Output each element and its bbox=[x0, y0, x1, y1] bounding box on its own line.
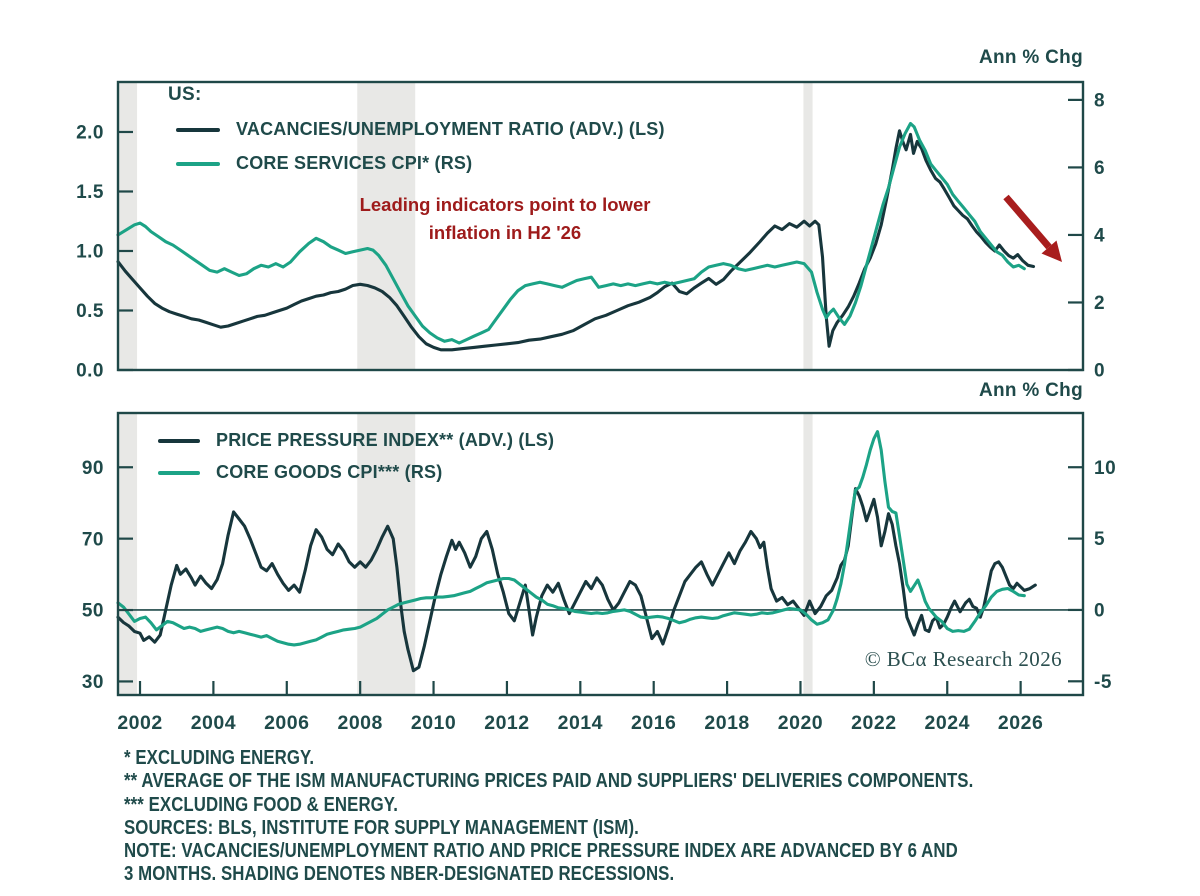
legend-label-price-pressure-index: PRICE PRESSURE INDEX** (ADV.) (LS) bbox=[216, 430, 555, 450]
left-axis-tick-label: 30 bbox=[82, 672, 104, 693]
left-axis-tick-label: 70 bbox=[82, 529, 104, 550]
legend-item-core-goods-cpi: CORE GOODS CPI*** (RS) bbox=[158, 462, 554, 483]
annotation-text: Leading indicators point to lower inflat… bbox=[295, 191, 715, 246]
x-axis-year-label: 2006 bbox=[264, 712, 309, 734]
x-axis-year-label: 2016 bbox=[631, 712, 676, 734]
x-axis-year-label: 2012 bbox=[484, 712, 529, 734]
right-axis-tick-label: 8 bbox=[1094, 91, 1105, 112]
x-axis-year-label: 2018 bbox=[704, 712, 749, 734]
x-axis-year-label: 2002 bbox=[117, 712, 162, 734]
footnote-5: NOTE: VACANCIES/UNEMPLOYMENT RATIO AND P… bbox=[124, 840, 958, 863]
copyright: © BCα Research 2026 bbox=[864, 647, 1062, 671]
legend-line-navy-swatch-bottom bbox=[158, 438, 200, 443]
x-axis-year-label: 2004 bbox=[191, 712, 236, 734]
right-axis-tick-label: 2 bbox=[1094, 293, 1105, 314]
legend-label-core-services-cpi: CORE SERVICES CPI* (RS) bbox=[236, 153, 473, 173]
left-axis-tick-label: 0.0 bbox=[76, 361, 104, 382]
legend-item-vacancies-unemployment: VACANCIES/UNEMPLOYMENT RATIO (ADV.) (LS) bbox=[176, 119, 665, 140]
footnote-4: SOURCES: BLS, INSTITUTE FOR SUPPLY MANAG… bbox=[124, 816, 639, 839]
left-axis-tick-label: 90 bbox=[82, 458, 104, 479]
legend-line-teal-swatch-bottom bbox=[158, 470, 200, 475]
recession-band bbox=[357, 82, 416, 370]
legend-label-vacancies-unemployment: VACANCIES/UNEMPLOYMENT RATIO (ADV.) (LS) bbox=[236, 119, 665, 139]
legend-top-panel: US: VACANCIES/UNEMPLOYMENT RATIO (ADV.) … bbox=[168, 84, 665, 174]
right-axis-tick-label: 5 bbox=[1094, 529, 1105, 550]
x-axis-year-label: 2020 bbox=[778, 712, 823, 734]
downtrend-arrow-head bbox=[1041, 240, 1062, 262]
annotation-line-1: Leading indicators point to lower bbox=[359, 194, 651, 215]
left-axis-tick-label: 1.0 bbox=[76, 242, 104, 263]
left-axis-tick-label: 2.0 bbox=[76, 123, 104, 144]
legend-item-price-pressure-index: PRICE PRESSURE INDEX** (ADV.) (LS) bbox=[158, 430, 554, 451]
legend-bottom-panel: PRICE PRESSURE INDEX** (ADV.) (LS) CORE … bbox=[158, 430, 554, 483]
recession-band bbox=[118, 82, 138, 370]
x-axis-year-label: 2026 bbox=[998, 712, 1043, 734]
left-axis-tick-label: 50 bbox=[82, 601, 104, 622]
x-axis-year-label: 2008 bbox=[337, 712, 382, 734]
right-axis-tick-label: 0 bbox=[1094, 601, 1105, 622]
legend-line-navy-swatch bbox=[176, 127, 220, 132]
right-axis-tick-label: 6 bbox=[1094, 158, 1105, 179]
unit-label-top: Ann % Chg bbox=[978, 47, 1083, 68]
panel-border bbox=[116, 80, 1085, 372]
unit-label-bottom: Ann % Chg bbox=[978, 380, 1083, 401]
legend-heading: US: bbox=[168, 84, 202, 105]
x-axis-year-label: 2014 bbox=[558, 712, 603, 734]
x-axis-year-label: 2010 bbox=[411, 712, 456, 734]
right-axis-tick-label: 4 bbox=[1094, 226, 1105, 247]
footnotes: * EXCLUDING ENERGY. ** AVERAGE OF THE IS… bbox=[124, 747, 1082, 887]
right-axis-tick-label: 10 bbox=[1094, 458, 1116, 479]
footnote-2: ** AVERAGE OF THE ISM MANUFACTURING PRIC… bbox=[124, 770, 974, 793]
recession-band bbox=[357, 413, 416, 695]
left-axis-tick-label: 1.5 bbox=[76, 182, 104, 203]
legend-label-core-goods-cpi: CORE GOODS CPI*** (RS) bbox=[216, 462, 443, 482]
panel-border bbox=[116, 411, 1085, 697]
footnote-6: 3 MONTHS. SHADING DENOTES NBER-DESIGNATE… bbox=[124, 863, 675, 886]
recession-band bbox=[803, 413, 813, 695]
recession-band bbox=[118, 413, 138, 695]
series-line-vacancies-unemployment-ratio-adv-ls bbox=[116, 129, 1036, 352]
x-axis-year-label: 2022 bbox=[851, 712, 896, 734]
left-axis-tick-label: 0.5 bbox=[76, 301, 104, 322]
annotation-line-2: inflation in H2 '26 bbox=[428, 221, 582, 243]
series-line-core-services-cpi-rs bbox=[116, 121, 1026, 345]
x-axis-year-label: 2024 bbox=[925, 712, 970, 734]
right-axis-tick-label: 0 bbox=[1094, 361, 1105, 382]
footnote-3: *** EXCLUDING FOOD & ENERGY. bbox=[124, 793, 398, 816]
series-line-core-goods-cpi-rs bbox=[116, 430, 1026, 647]
legend-item-core-services-cpi: CORE SERVICES CPI* (RS) bbox=[176, 153, 665, 174]
right-axis-tick-label: -5 bbox=[1094, 672, 1112, 693]
downtrend-arrow-shaft bbox=[1003, 194, 1052, 250]
footnote-1: * EXCLUDING ENERGY. bbox=[124, 747, 315, 769]
legend-line-teal-swatch bbox=[176, 161, 220, 166]
